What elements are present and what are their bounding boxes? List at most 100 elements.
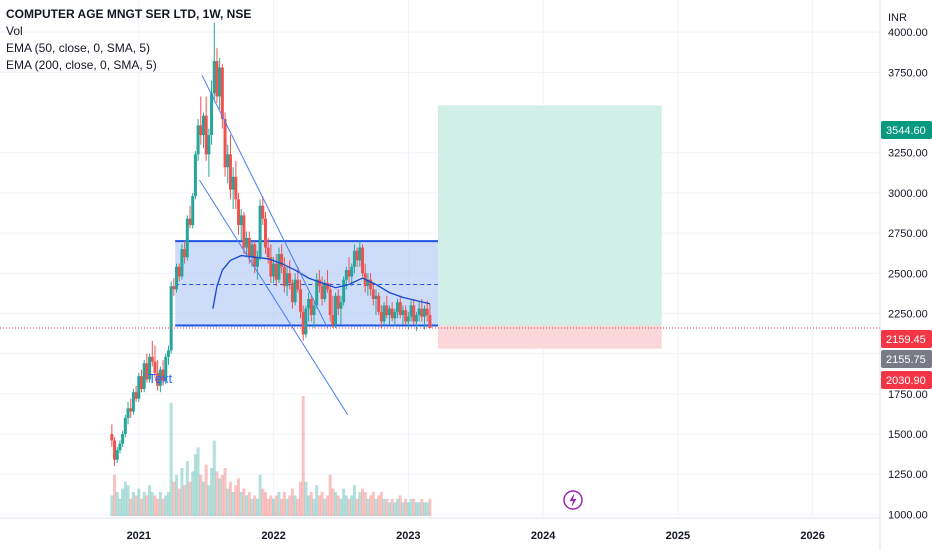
trendlines[interactable] — [199, 75, 349, 415]
candle — [401, 305, 405, 325]
long-position-tool[interactable] — [437, 105, 662, 349]
price-badge-label: 2159.45 — [886, 334, 926, 346]
legend-vol[interactable]: Vol — [6, 24, 23, 38]
candle-body — [126, 408, 130, 418]
candle-body — [347, 270, 351, 277]
volume-bar — [177, 488, 181, 516]
volume-bar — [266, 498, 270, 516]
symbol-title[interactable]: COMPUTER AGE MNGT SER LTD, 1W, NSE — [6, 7, 252, 21]
candle-body — [412, 305, 416, 322]
candle — [134, 385, 138, 402]
candle — [269, 244, 273, 283]
candle — [148, 353, 152, 383]
candle-body — [153, 361, 157, 373]
volume-bar — [420, 498, 424, 516]
candle-body — [148, 356, 152, 380]
stop-zone[interactable] — [437, 325, 662, 349]
candle — [309, 295, 313, 322]
volume-bar — [123, 481, 127, 516]
candle-body — [134, 392, 138, 399]
price-axis[interactable]: 1000.001250.001500.001750.002000.002250.… — [879, 0, 928, 550]
volume-bar — [218, 478, 222, 516]
candle — [153, 345, 157, 378]
candle — [299, 279, 303, 319]
volume-bar — [315, 485, 319, 516]
candle-body — [382, 305, 386, 322]
candle — [358, 241, 362, 267]
candle — [161, 360, 165, 386]
candle — [185, 215, 189, 261]
candle — [156, 360, 160, 391]
volume-bar — [220, 474, 224, 516]
volume-bar — [247, 492, 251, 516]
volume-bar — [409, 498, 413, 516]
volume-bar — [371, 492, 375, 516]
candle-body — [288, 273, 292, 283]
candle — [301, 305, 305, 341]
candlesticks — [110, 22, 432, 467]
volume-bar — [253, 495, 257, 516]
volume-bar — [196, 447, 200, 516]
time-axis[interactable]: 2021 2022 2023 2024 2025 2026 — [0, 517, 880, 542]
x-tick-label: 2022 — [261, 530, 285, 542]
candle — [339, 295, 343, 325]
y-tick-label: 4000.00 — [888, 27, 928, 39]
volume-bar — [369, 495, 373, 516]
candle-body — [177, 266, 181, 277]
volume-bar — [428, 498, 432, 516]
candle-body — [317, 279, 321, 287]
candle — [191, 192, 195, 229]
candle-body — [228, 154, 232, 190]
candle — [428, 303, 432, 329]
legend-ema200[interactable]: EMA (200, close, 0, SMA, 5) — [6, 58, 157, 72]
candle — [290, 279, 294, 309]
volume-bar — [250, 498, 254, 516]
text-annotation[interactable]: Text — [148, 371, 172, 386]
volume-bar — [282, 492, 286, 516]
volume-bar — [361, 488, 365, 516]
candle-body — [406, 316, 410, 322]
candle-body — [185, 218, 189, 258]
volume-bar — [393, 502, 397, 516]
volume-bar — [385, 498, 389, 516]
candle-body — [231, 176, 235, 190]
candle — [385, 295, 389, 319]
trendline[interactable] — [199, 179, 349, 415]
candle — [334, 292, 338, 328]
candle-body — [420, 308, 424, 317]
candle — [220, 64, 224, 129]
profit-zone[interactable] — [437, 105, 662, 326]
candle-body — [361, 247, 365, 274]
volume-bar — [342, 488, 346, 516]
candle-body — [121, 434, 125, 444]
candle-body — [387, 308, 391, 316]
candle — [164, 353, 168, 385]
trendline[interactable] — [201, 75, 328, 329]
candle — [371, 282, 375, 306]
candle — [282, 257, 286, 293]
price-badge: 2155.75 — [881, 350, 932, 368]
volume-bar — [288, 495, 292, 516]
volume-bar — [145, 495, 149, 516]
candle-body — [320, 286, 324, 299]
volume-bar — [212, 440, 216, 516]
candle-body — [323, 282, 327, 299]
lightning-icon[interactable] — [563, 490, 583, 510]
candle — [277, 247, 281, 283]
x-tick-label: 2023 — [396, 530, 420, 542]
candle — [199, 96, 203, 145]
candle-body — [282, 266, 286, 287]
legend-ema50[interactable]: EMA (50, close, 0, SMA, 5) — [6, 41, 151, 55]
candle-body — [250, 244, 254, 258]
volume-bar — [412, 498, 416, 516]
candle-body — [339, 302, 343, 309]
price-badge-bg — [881, 121, 932, 139]
volume-bar — [234, 485, 238, 516]
x-tick-label: 2024 — [531, 530, 556, 542]
candle — [201, 112, 205, 148]
candle — [350, 263, 354, 287]
volume-bar — [175, 474, 179, 516]
volume-bar — [272, 498, 276, 516]
candle-body — [309, 298, 313, 316]
